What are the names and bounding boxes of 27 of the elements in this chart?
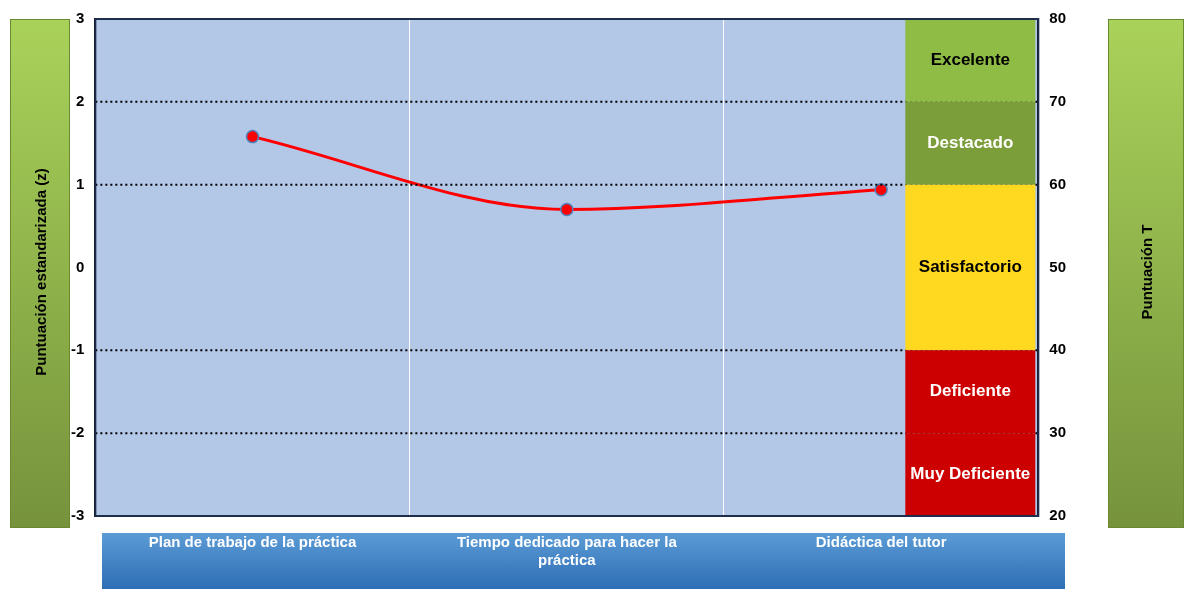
point [874, 182, 888, 197]
band-label: Muy Deficiente [910, 464, 1031, 484]
y-tick-label: -1 [70, 340, 85, 358]
y2-tick-label: 80 [1049, 9, 1066, 27]
y-tick-label: 3 [75, 9, 85, 27]
x-tick-label: Didáctica del tutor [815, 533, 947, 551]
x-tick-label: Tiempo dedicado para hacer la práctica [456, 533, 678, 569]
band-label: Satisfactorio [918, 257, 1022, 277]
point [245, 129, 260, 144]
y-tick-label: -3 [70, 506, 85, 524]
y2-tick-label: 30 [1049, 423, 1066, 441]
point [560, 202, 574, 217]
y-axis-title: Puntuación estandarizada (z) [31, 168, 49, 376]
y2-tick-label: 70 [1049, 91, 1066, 109]
y2-tick-label: 40 [1049, 340, 1066, 358]
y-tick-label: 1 [75, 174, 85, 192]
y2-tick-label: 50 [1049, 257, 1066, 275]
y2-tick-label: 60 [1049, 174, 1066, 192]
y-tick-label: 2 [75, 91, 85, 109]
x-tick-label: Plan de trabajo de la práctica [148, 533, 357, 551]
band-label: Destacado [927, 132, 1014, 152]
y2-axis-title: Puntuación T [1137, 224, 1155, 320]
band-label: Excelente [930, 50, 1011, 70]
y-tick-label: 0 [75, 257, 85, 275]
y2-tick-label: 20 [1049, 506, 1066, 524]
y-tick-label: -2 [70, 423, 85, 441]
band-label: Deficiente [929, 381, 1011, 401]
